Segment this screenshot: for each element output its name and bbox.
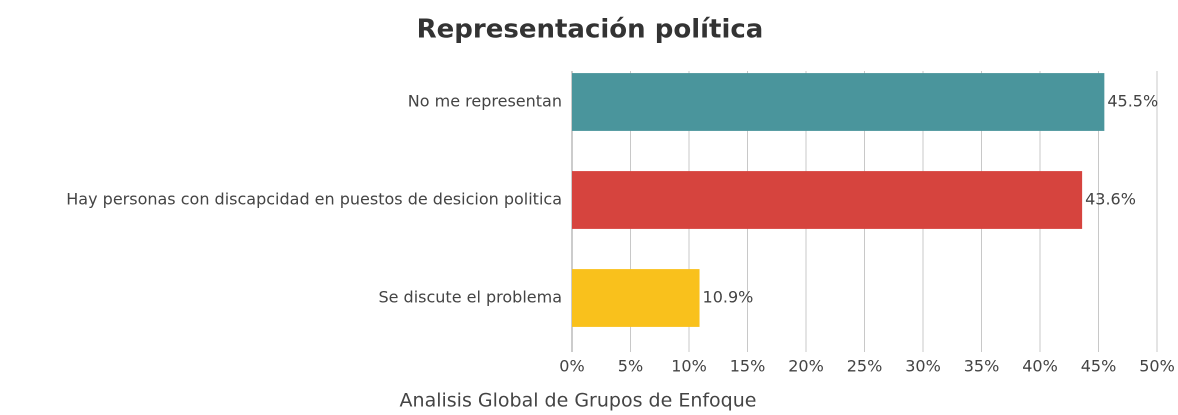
y-tick-label: Se discute el problema (378, 288, 562, 307)
x-tick-label: 45% (1081, 357, 1117, 376)
data-label: 45.5% (1107, 92, 1158, 111)
y-tick-label: Hay personas con discapcidad en puestos … (66, 190, 562, 209)
x-tick-label: 15% (730, 357, 766, 376)
y-tick-label: No me representan (408, 92, 562, 111)
x-tick-label: 50% (1139, 357, 1175, 376)
data-label: 43.6% (1085, 190, 1136, 209)
bar (572, 73, 1105, 131)
bar (572, 171, 1083, 229)
x-tick-label: 35% (964, 357, 1000, 376)
x-tick-label: 30% (905, 357, 941, 376)
data-label: 10.9% (703, 288, 754, 307)
x-tick-label: 10% (671, 357, 707, 376)
x-tick-label: 0% (559, 357, 584, 376)
x-tick-label: 20% (788, 357, 824, 376)
bar (572, 269, 700, 327)
x-axis-label: Analisis Global de Grupos de Enfoque (400, 390, 757, 412)
x-tick-label: 40% (1022, 357, 1058, 376)
x-tick-label: 25% (847, 357, 883, 376)
chart-title: Representación política (417, 15, 764, 45)
x-tick-label: 5% (618, 357, 643, 376)
